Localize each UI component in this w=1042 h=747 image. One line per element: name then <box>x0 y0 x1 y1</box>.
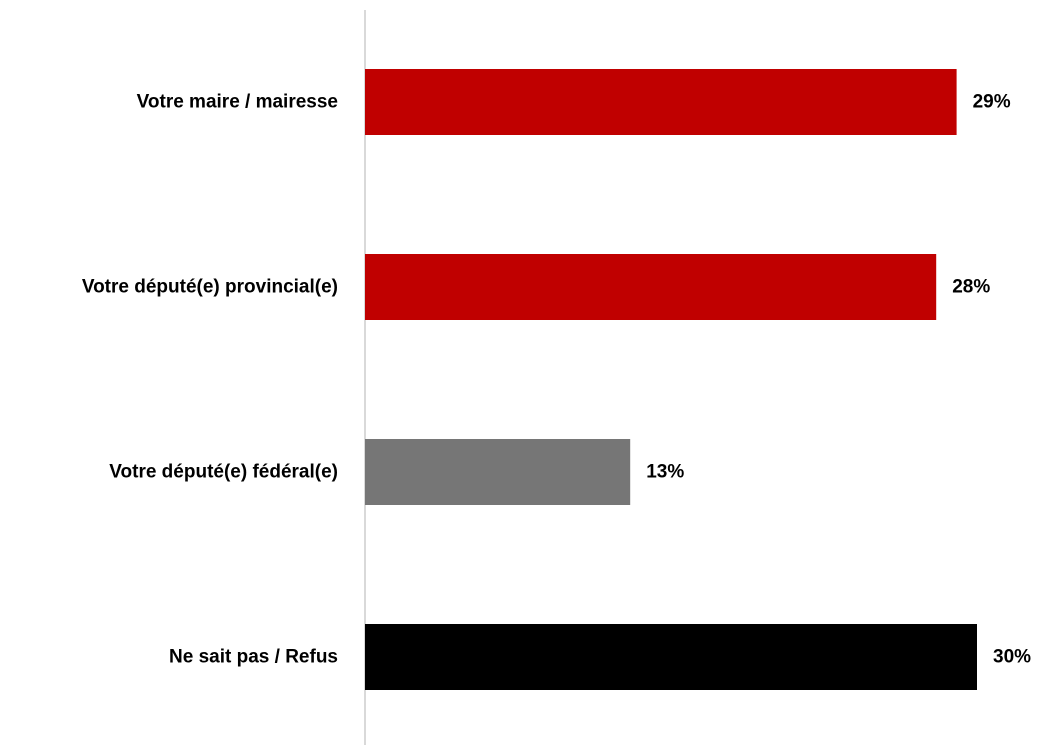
category-label: Votre député(e) fédéral(e) <box>109 462 338 483</box>
bar <box>365 439 631 505</box>
category-labels-group: Votre maire / mairesse Votre député(e) pr… <box>82 92 338 668</box>
data-label: 30% <box>993 647 1031 668</box>
data-label: 28% <box>952 277 990 298</box>
data-label: 13% <box>646 462 684 483</box>
category-label: Votre maire / mairesse <box>137 92 338 113</box>
category-label: Votre député(e) provincial(e) <box>82 277 338 298</box>
bar <box>365 624 977 690</box>
bars-group <box>365 69 977 690</box>
data-label: 29% <box>973 92 1011 113</box>
category-label: Ne sait pas / Refus <box>169 647 338 668</box>
bar <box>365 254 937 320</box>
bar <box>365 69 957 135</box>
value-labels-group: 29% 28% 13% 30% <box>646 92 1031 668</box>
